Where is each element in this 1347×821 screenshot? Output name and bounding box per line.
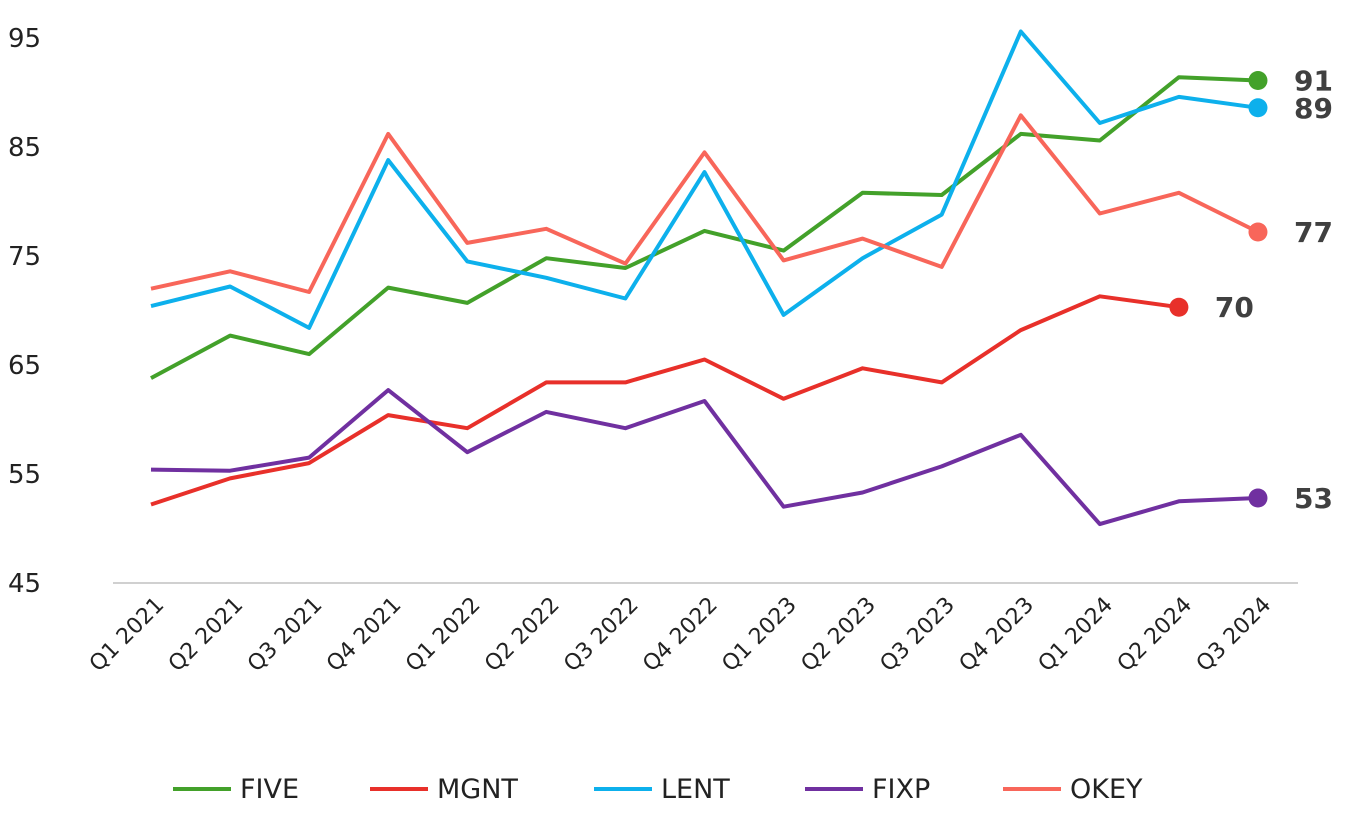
x-tick-label: Q1 2021 — [85, 593, 169, 677]
series-line-okey — [150, 113, 1259, 294]
series-line-lent — [150, 29, 1259, 330]
end-value-label: 70 — [1215, 291, 1254, 324]
x-tick-label: Q3 2023 — [876, 593, 960, 677]
x-tick-label: Q4 2023 — [955, 593, 1039, 677]
legend-label: LENT — [661, 774, 730, 805]
legend-item-fixp: FIXP — [805, 774, 930, 805]
legend-item-five: FIVE — [173, 774, 299, 805]
x-tick-label: Q3 2021 — [243, 593, 327, 677]
legend-item-okey: OKEY — [1003, 774, 1143, 805]
series-line-fixp — [150, 388, 1259, 527]
y-tick-label: 95 — [8, 24, 41, 54]
x-tick-label: Q2 2022 — [480, 593, 564, 677]
series-line-mgnt — [150, 294, 1180, 507]
end-marker-mgnt — [1169, 297, 1189, 317]
end-marker-okey — [1248, 222, 1268, 242]
legend-item-mgnt: MGNT — [370, 774, 518, 805]
end-value-label: 91 — [1294, 65, 1333, 98]
x-tick-label: Q1 2024 — [1034, 593, 1118, 677]
x-tick-label: Q3 2024 — [1192, 593, 1276, 677]
x-tick-label: Q1 2022 — [401, 593, 485, 677]
end-marker-fixp — [1248, 488, 1268, 508]
legend-label: FIXP — [872, 774, 930, 805]
end-value-label: 77 — [1294, 216, 1333, 249]
end-value-label: 53 — [1294, 482, 1333, 515]
x-tick-label: Q1 2023 — [717, 593, 801, 677]
end-marker-five — [1248, 71, 1268, 91]
y-tick-label: 65 — [8, 351, 41, 381]
y-tick-label: 75 — [8, 242, 41, 272]
legend-label: MGNT — [437, 774, 518, 805]
x-tick-label: Q4 2022 — [638, 593, 722, 677]
x-tick-label: Q2 2023 — [797, 593, 881, 677]
end-value-label: 89 — [1294, 92, 1333, 125]
legend-label: OKEY — [1070, 774, 1143, 805]
y-tick-label: 55 — [8, 460, 41, 490]
y-tick-label: 45 — [8, 569, 41, 599]
series-line-five — [150, 75, 1259, 380]
x-tick-label: Q3 2022 — [559, 593, 643, 677]
y-tick-label: 85 — [8, 133, 41, 163]
x-tick-label: Q2 2021 — [164, 593, 248, 677]
x-tick-label: Q2 2024 — [1113, 593, 1197, 677]
legend-item-lent: LENT — [594, 774, 730, 805]
x-tick-label: Q4 2021 — [322, 593, 406, 677]
legend-label: FIVE — [240, 774, 299, 805]
end-marker-lent — [1248, 98, 1268, 118]
